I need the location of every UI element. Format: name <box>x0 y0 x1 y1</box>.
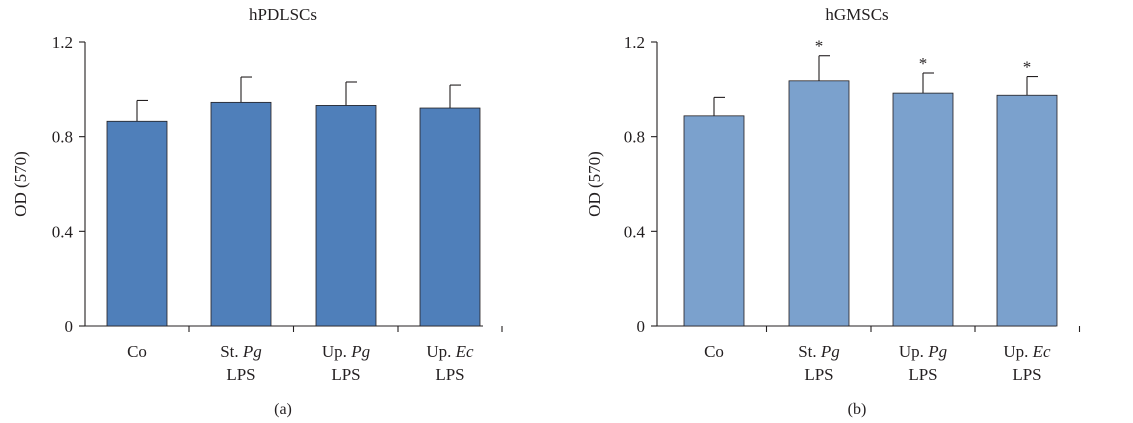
x-tick-label-part: Pg <box>350 342 370 361</box>
x-tick-label-part: Up. <box>1003 342 1032 361</box>
x-tick-label: Up. Ec <box>1003 342 1051 361</box>
chart-panel-a: hPDLSCs 0 0.4 0.8 1.2 OD (570) Co St. Pg LPS Up. … <box>11 5 503 418</box>
x-tick-label: Co <box>704 342 724 361</box>
x-tick-label: Up. Pg <box>899 342 947 361</box>
y-tick-label: 0.4 <box>624 222 646 241</box>
y-axis-label: OD (570) <box>585 151 604 217</box>
x-tick-label: Co <box>127 342 147 361</box>
x-tick-label-part: St. <box>220 342 243 361</box>
x-tick-label-part: Ec <box>455 342 474 361</box>
y-tick-label: 0.8 <box>52 128 73 147</box>
y-tick-label: 0.8 <box>624 128 645 147</box>
chart-title: hGMSCs <box>825 5 888 24</box>
x-tick-label-part: Pg <box>242 342 262 361</box>
x-tick-label-part: Pg <box>927 342 947 361</box>
x-tick-label: St. Pg <box>220 342 262 361</box>
bar <box>788 80 850 327</box>
x-tick-label-part: Up. <box>322 342 351 361</box>
x-tick-label-line2: LPS <box>331 365 360 384</box>
x-tick-label: Up. Ec <box>426 342 474 361</box>
x-tick-label-part: St. <box>798 342 821 361</box>
significance-marker: * <box>1023 58 1032 77</box>
panel-label: (a) <box>274 401 292 418</box>
x-tick-label-part: Pg <box>820 342 840 361</box>
chart-title: hPDLSCs <box>249 5 317 24</box>
x-tick-label-part: Co <box>704 342 724 361</box>
x-tick-label-line2: LPS <box>435 365 464 384</box>
y-tick-label: 1.2 <box>624 33 645 52</box>
x-tick-label: Up. Pg <box>322 342 370 361</box>
y-tick-label: 0 <box>65 317 74 336</box>
x-tick-label-line2: LPS <box>908 365 937 384</box>
x-tick-label-part: Ec <box>1032 342 1051 361</box>
y-tick-label: 1.2 <box>52 33 73 52</box>
bar <box>315 105 377 327</box>
x-tick-label-part: Up. <box>899 342 928 361</box>
bar <box>210 101 272 327</box>
x-tick-label-line2: LPS <box>1012 365 1041 384</box>
y-tick-label: 0 <box>637 317 646 336</box>
significance-marker: * <box>815 37 824 56</box>
bar <box>892 92 954 327</box>
x-tick-label-part: Up. <box>426 342 455 361</box>
x-tick-label: St. Pg <box>798 342 840 361</box>
bar <box>419 107 481 327</box>
panel-label: (b) <box>848 401 867 418</box>
x-tick-label-line2: LPS <box>226 365 255 384</box>
y-axis-label: OD (570) <box>11 151 30 217</box>
x-tick-label-line2: LPS <box>804 365 833 384</box>
x-tick-label-part: Co <box>127 342 147 361</box>
bar <box>106 120 168 327</box>
chart-panel-b: hGMSCs 0 0.4 0.8 1.2 OD (570) Co * St. Pg LPS * Up.… <box>585 5 1081 418</box>
y-tick-label: 0.4 <box>52 222 74 241</box>
significance-marker: * <box>919 54 928 73</box>
bar <box>683 115 745 327</box>
bar <box>996 94 1058 327</box>
